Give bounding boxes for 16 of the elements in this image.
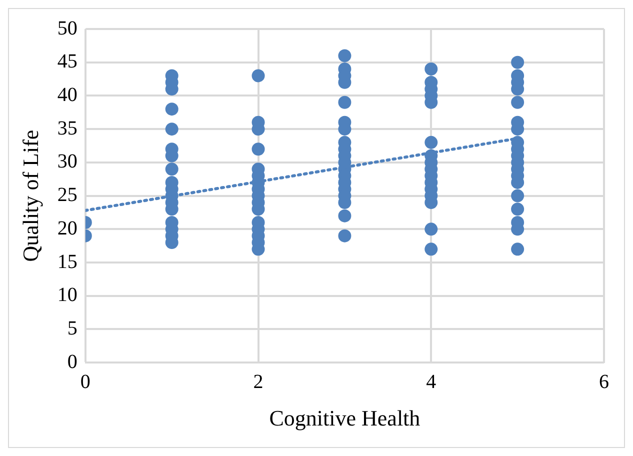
y-tick-label: 45 xyxy=(57,50,78,73)
y-tick-label: 40 xyxy=(57,84,78,106)
x-tick-label: 2 xyxy=(253,370,264,393)
y-axis-title: Quality of Life xyxy=(18,130,43,262)
y-tick-label: 15 xyxy=(57,250,78,273)
y-tick-label: 25 xyxy=(57,184,78,206)
y-tick-label: 50 xyxy=(57,17,78,40)
x-axis-title: Cognitive Health xyxy=(269,406,420,431)
y-tick-label: 10 xyxy=(57,284,78,306)
y-tick-label: 20 xyxy=(57,217,78,240)
x-tick-label: 6 xyxy=(599,370,609,393)
y-tick-label: 30 xyxy=(57,150,78,173)
y-tick-label: 35 xyxy=(57,117,78,140)
y-tick-label: 5 xyxy=(67,317,78,340)
y-tick-label: 0 xyxy=(67,350,78,373)
x-tick-label: 4 xyxy=(426,370,436,393)
